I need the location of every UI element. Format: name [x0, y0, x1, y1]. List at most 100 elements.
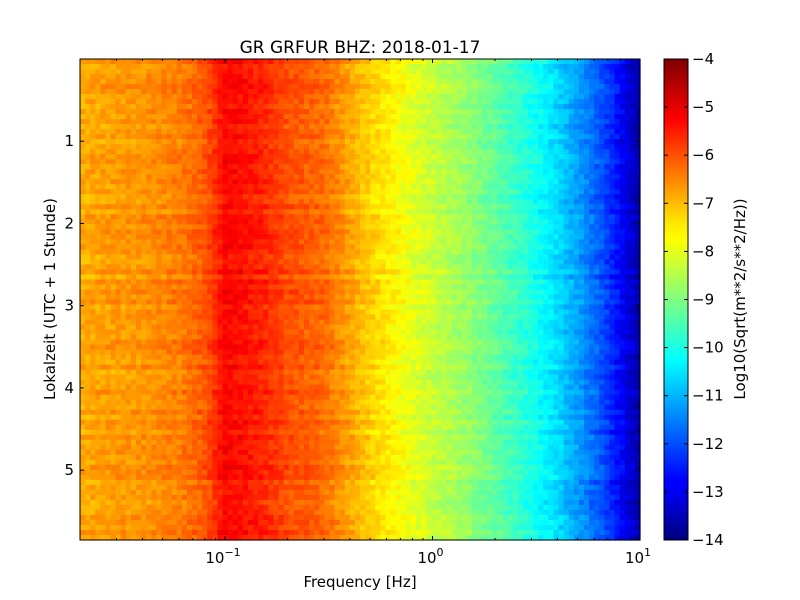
heatmap-cell — [421, 94, 427, 100]
heatmap-cell — [466, 229, 473, 235]
heatmap-cell — [354, 209, 361, 215]
heatmap-cell — [482, 109, 488, 115]
heatmap-cell — [80, 234, 86, 240]
heatmap-cell — [573, 84, 580, 90]
heatmap-cell — [298, 89, 305, 95]
heatmap-cell — [227, 234, 234, 240]
heatmap-cell — [232, 284, 239, 291]
heatmap-cell — [421, 244, 427, 250]
heatmap-cell — [548, 89, 555, 95]
heatmap-cell — [553, 184, 560, 190]
heatmap-cell — [141, 214, 147, 220]
heatmap-cell — [232, 219, 239, 225]
heatmap-cell — [197, 134, 203, 140]
heatmap-cell — [553, 154, 560, 160]
heatmap-cell — [507, 279, 514, 286]
heatmap-cell — [120, 249, 127, 256]
heatmap-cell — [212, 99, 219, 105]
heatmap-cell — [609, 274, 616, 281]
heatmap-cell — [410, 99, 417, 105]
heatmap-cell — [120, 209, 127, 215]
heatmap-cell — [604, 279, 611, 286]
heatmap-cell — [304, 214, 310, 220]
heatmap-cell — [268, 139, 275, 145]
heatmap-cell — [237, 244, 244, 250]
heatmap-cell — [268, 124, 275, 130]
heatmap-cell — [573, 209, 580, 215]
heatmap-cell — [395, 129, 402, 135]
heatmap-cell — [436, 134, 443, 140]
heatmap-cell — [395, 94, 402, 100]
heatmap-cell — [293, 194, 300, 200]
heatmap-cell — [227, 59, 234, 65]
heatmap-cell — [253, 204, 259, 210]
heatmap-cell — [426, 259, 432, 266]
heatmap-cell — [410, 154, 417, 160]
heatmap-cell — [609, 244, 616, 250]
heatmap-cell — [242, 74, 249, 80]
heatmap-cell — [288, 249, 295, 256]
heatmap-cell — [248, 129, 254, 135]
heatmap-cell — [120, 149, 127, 155]
heatmap-cell — [293, 79, 300, 85]
heatmap-cell — [594, 134, 600, 140]
heatmap-cell — [304, 154, 310, 160]
heatmap-cell — [105, 274, 112, 281]
heatmap-cell — [283, 259, 290, 266]
heatmap-cell — [197, 179, 203, 185]
heatmap-cell — [558, 194, 565, 200]
heatmap-cell — [110, 184, 117, 190]
heatmap-cell — [136, 184, 142, 190]
heatmap-cell — [80, 134, 86, 140]
heatmap-cell — [426, 249, 432, 256]
heatmap-cell — [599, 214, 605, 220]
heatmap-cell — [553, 74, 560, 80]
heatmap-cell — [339, 224, 346, 230]
heatmap-cell — [614, 64, 621, 70]
heatmap-cell — [599, 94, 605, 100]
heatmap-cell — [416, 159, 422, 165]
heatmap-cell — [329, 179, 336, 185]
heatmap-cell — [502, 64, 509, 70]
heatmap-cell — [395, 79, 402, 85]
heatmap-cell — [242, 64, 249, 70]
heatmap-cell — [629, 199, 636, 205]
heatmap-cell — [105, 234, 112, 240]
heatmap-cell — [456, 249, 463, 256]
heatmap-cell — [558, 254, 565, 261]
heatmap-cell — [248, 254, 254, 261]
heatmap-cell — [105, 219, 112, 225]
heatmap-cell — [125, 259, 132, 266]
heatmap-cell — [242, 269, 249, 276]
heatmap-cell — [298, 144, 305, 150]
heatmap-cell — [365, 159, 371, 165]
heatmap-cell — [237, 284, 244, 291]
heatmap-cell — [237, 159, 244, 165]
heatmap-cell — [431, 64, 437, 70]
heatmap-cell — [166, 279, 173, 286]
heatmap-cell — [115, 209, 122, 215]
heatmap-cell — [568, 69, 575, 75]
heatmap-cell — [136, 164, 142, 170]
heatmap-cell — [584, 239, 590, 245]
heatmap-cell — [278, 79, 285, 85]
heatmap-cell — [186, 209, 193, 215]
heatmap-cell — [339, 154, 346, 160]
heatmap-cell — [339, 109, 346, 115]
heatmap-cell — [324, 179, 331, 185]
heatmap-cell — [146, 229, 152, 235]
heatmap-cell — [192, 134, 198, 140]
heatmap-cell — [461, 274, 468, 281]
heatmap-cell — [624, 124, 631, 130]
heatmap-cell — [288, 174, 295, 180]
heatmap-cell — [146, 204, 152, 210]
heatmap-cell — [248, 169, 254, 175]
heatmap-cell — [309, 139, 315, 145]
heatmap-cell — [416, 229, 422, 235]
heatmap-cell — [629, 99, 636, 105]
heatmap-cell — [421, 124, 427, 130]
heatmap-cell — [186, 114, 193, 120]
heatmap-cell — [522, 84, 529, 90]
heatmap-cell — [416, 149, 422, 155]
heatmap-cell — [390, 89, 397, 95]
